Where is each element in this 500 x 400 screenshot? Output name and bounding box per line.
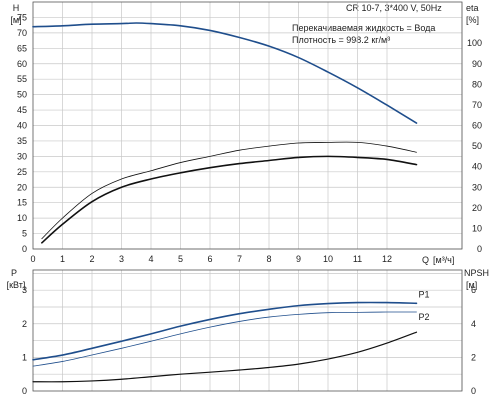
- upper-ylabel-left-unit: [м]: [10, 15, 21, 25]
- x-tick-label-12: 12: [382, 254, 392, 264]
- x-tick-label-7: 7: [237, 254, 242, 264]
- upper-y-tick-right-80: 80: [472, 79, 482, 89]
- upper-y-tick-right-70: 70: [472, 100, 482, 110]
- upper-y-tick-right-30: 30: [472, 182, 482, 192]
- x-tick-label-10: 10: [323, 254, 333, 264]
- info-density: Плотность = 998.2 кг/м³: [292, 35, 390, 45]
- lower-ylabel-right-name: NPSH: [464, 268, 489, 278]
- x-tick-label-9: 9: [296, 254, 301, 264]
- upper-ylabel-right-unit: [%]: [466, 15, 479, 25]
- lower-y-tick-left-2: 2: [22, 319, 27, 329]
- x-tick-label-3: 3: [119, 254, 124, 264]
- upper-ylabel-right-name: eta: [466, 3, 479, 13]
- lower-series-line-p1: [32, 301, 418, 361]
- upper-y-tick-left-15: 15: [17, 198, 27, 208]
- upper-y-tick-left-55: 55: [17, 74, 27, 84]
- lower-y-tick-left-0: 0: [22, 386, 27, 396]
- lower-ylabel-left-unit: [кВт]: [7, 280, 26, 290]
- x-tick-label-11: 11: [353, 254, 362, 264]
- upper-y-tick-left-5: 5: [22, 229, 27, 239]
- upper-y-tick-left-0: 0: [22, 244, 27, 254]
- upper-series-line-0: [32, 22, 418, 124]
- lower-chart: 0 1 2 3 0 2 4 6 P1 P2: [22, 269, 476, 396]
- lower-y-tick-left-3: 3: [22, 285, 27, 295]
- lower-ylabel-left-name: P: [11, 268, 17, 278]
- lower-y-tick-right-4: 4: [471, 319, 476, 329]
- upper-y-tick-left-30: 30: [17, 151, 27, 161]
- info-liquid: Перекачиваемая жидкость = Вода: [292, 23, 435, 33]
- upper-y-tick-right-0: 0: [477, 244, 482, 254]
- x-tick-label-1: 1: [60, 254, 65, 264]
- x-axis-unit: [м³/ч]: [433, 255, 454, 265]
- upper-y-tick-left-65: 65: [17, 43, 27, 53]
- upper-y-tick-left-75: 75: [17, 12, 27, 22]
- upper-y-tick-right-50: 50: [472, 141, 482, 151]
- upper-ylabel-left-name: H: [13, 3, 20, 13]
- upper-chart: 0 1 2 3 4 5 6 7 8 9 10 11 12051015202530354045505560…: [17, 1, 482, 264]
- upper-y-tick-right-100: 100: [467, 38, 482, 48]
- lower-y-tick-right-6: 6: [471, 285, 476, 295]
- x-tick-label-4: 4: [148, 254, 153, 264]
- upper-y-tick-right-20: 20: [472, 203, 482, 213]
- upper-series-line-1: [41, 141, 417, 240]
- x-tick-label-8: 8: [266, 254, 271, 264]
- upper-y-tick-left-25: 25: [17, 167, 27, 177]
- x-tick-label-0: 0: [30, 254, 35, 264]
- series-label-p2: P2: [419, 312, 430, 322]
- upper-y-tick-left-60: 60: [17, 59, 27, 69]
- upper-y-tick-right-60: 60: [472, 121, 482, 131]
- x-tick-label-6: 6: [207, 254, 212, 264]
- upper-y-tick-right-10: 10: [472, 223, 482, 233]
- lower-plot-frame: [32, 269, 463, 392]
- upper-y-tick-left-10: 10: [17, 213, 27, 223]
- x-tick-label-5: 5: [178, 254, 183, 264]
- upper-y-tick-left-50: 50: [17, 90, 27, 100]
- upper-series-line-2: [41, 155, 418, 244]
- upper-y-tick-left-20: 20: [17, 182, 27, 192]
- lower-series-line-p2: [32, 311, 417, 367]
- upper-y-tick-left-70: 70: [17, 28, 27, 38]
- upper-y-tick-left-40: 40: [17, 121, 27, 131]
- x-tick-label-2: 2: [89, 254, 94, 264]
- lower-y-tick-right-0: 0: [471, 386, 476, 396]
- lower-ylabel-right-unit: [м]: [466, 280, 477, 290]
- upper-y-tick-left-45: 45: [17, 105, 27, 115]
- upper-plot-frame: [32, 1, 463, 250]
- upper-y-tick-right-40: 40: [472, 162, 482, 172]
- chart-title: CR 10-7, 3*400 V, 50Hz: [346, 3, 442, 13]
- lower-y-tick-right-2: 2: [471, 352, 476, 362]
- lower-y-tick-left-1: 1: [22, 352, 27, 362]
- x-axis-label: Q: [422, 255, 429, 265]
- series-label-p1: P1: [419, 289, 430, 299]
- upper-y-tick-left-35: 35: [17, 136, 27, 146]
- lower-series-line-npsh: [32, 331, 418, 383]
- upper-y-tick-right-90: 90: [472, 59, 482, 69]
